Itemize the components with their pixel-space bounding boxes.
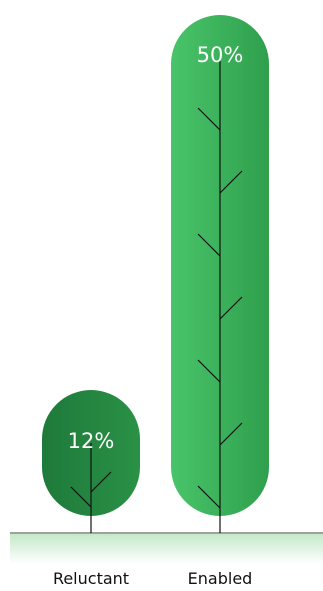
tree-reluctant: 12% Reluctant <box>42 390 140 588</box>
branch-line <box>197 485 221 509</box>
category-label-reluctant: Reluctant <box>53 569 129 588</box>
grass-band <box>10 534 323 564</box>
ground <box>10 532 323 564</box>
branch-line <box>70 486 92 508</box>
branch-line <box>90 471 112 493</box>
branch-line <box>219 170 243 194</box>
branch-line <box>197 233 221 257</box>
branch-line <box>219 296 243 320</box>
branch-line <box>219 422 243 446</box>
category-label-enabled: Enabled <box>188 569 253 588</box>
value-label-reluctant: 12% <box>68 429 115 453</box>
branch-line <box>197 359 221 383</box>
tree-enabled: 50% Enabled <box>171 15 269 588</box>
trunk-enabled <box>197 58 243 533</box>
branch-line <box>197 107 221 131</box>
value-label-enabled: 50% <box>197 43 244 67</box>
trunk-reluctant <box>70 443 112 533</box>
